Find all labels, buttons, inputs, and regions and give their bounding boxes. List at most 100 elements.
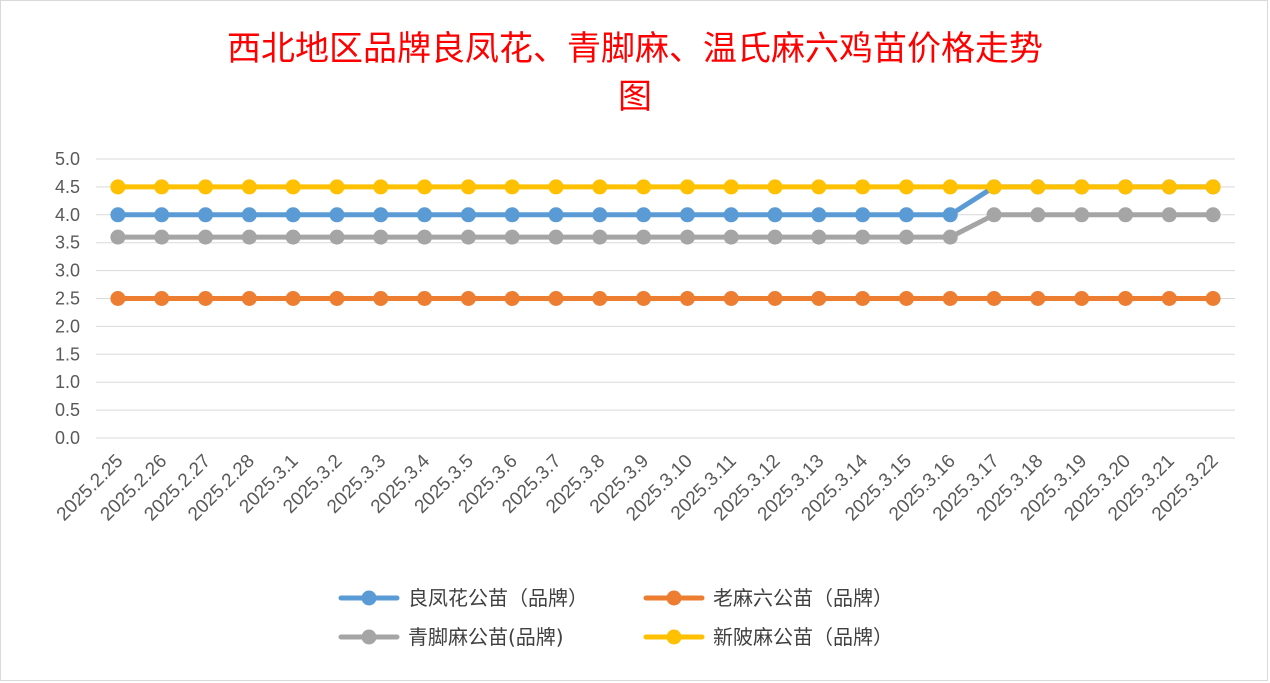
data-point xyxy=(767,179,783,195)
data-point xyxy=(1117,291,1133,306)
legend-item: 青脚麻公苗(品牌) xyxy=(338,625,564,649)
data-point xyxy=(636,291,652,306)
data-point xyxy=(1030,207,1046,223)
data-point xyxy=(417,229,433,245)
data-point xyxy=(723,229,739,245)
y-tick-label: 3.5 xyxy=(55,233,80,253)
data-point xyxy=(636,207,652,223)
legend-marker xyxy=(666,629,682,645)
legend-label: 青脚麻公苗(品牌) xyxy=(408,625,564,649)
y-tick-label: 0.0 xyxy=(55,428,80,448)
data-point xyxy=(723,207,739,223)
series-2 xyxy=(110,291,1221,306)
data-point xyxy=(592,229,608,245)
data-point xyxy=(460,207,476,223)
data-point xyxy=(592,179,608,195)
data-point xyxy=(154,207,170,223)
data-point xyxy=(679,229,695,245)
data-point xyxy=(198,179,214,195)
data-point xyxy=(942,229,958,245)
data-point xyxy=(110,207,126,223)
data-point xyxy=(1030,179,1046,195)
legend: 良凤花公苗（品牌） 老麻六公苗（品牌） 青脚麻公苗(品牌) 新陂麻公苗（品牌） xyxy=(338,586,893,649)
data-point xyxy=(285,179,301,195)
data-point xyxy=(855,229,871,245)
data-point xyxy=(986,207,1002,223)
chart-title-line-1: 西北地区品牌良凤花、青脚麻、温氏麻六鸡苗价格走势 xyxy=(227,29,1043,69)
chart-title-line-2: 图 xyxy=(618,77,652,117)
y-tick-label: 1.0 xyxy=(55,372,80,392)
y-axis: 0.0 0.5 1.0 1.5 2.0 2.5 3.0 3.5 4.0 4.5 5.0 xyxy=(55,149,80,448)
legend-label: 良凤花公苗（品牌） xyxy=(408,586,588,610)
data-point xyxy=(548,229,564,245)
data-point xyxy=(898,291,914,306)
data-point xyxy=(1205,291,1221,306)
data-point xyxy=(898,207,914,223)
data-point xyxy=(329,207,345,223)
data-point xyxy=(373,229,389,245)
data-point xyxy=(417,179,433,195)
data-point xyxy=(1074,291,1090,306)
data-point xyxy=(154,229,170,245)
data-point xyxy=(110,179,126,195)
data-point xyxy=(1161,207,1177,223)
data-point xyxy=(767,229,783,245)
data-point xyxy=(241,207,257,223)
data-point xyxy=(679,179,695,195)
data-point xyxy=(986,291,1002,306)
data-point xyxy=(285,207,301,223)
data-point xyxy=(592,291,608,306)
data-point xyxy=(504,207,520,223)
data-point xyxy=(241,291,257,306)
data-point xyxy=(548,291,564,306)
data-point xyxy=(1161,179,1177,195)
legend-label: 新陂麻公苗（品牌） xyxy=(713,625,893,649)
data-point xyxy=(154,179,170,195)
y-tick-label: 2.0 xyxy=(55,316,80,336)
chart-title: 西北地区品牌良凤花、青脚麻、温氏麻六鸡苗价格走势 图 xyxy=(227,29,1043,117)
series-line xyxy=(115,184,1216,218)
data-point xyxy=(329,229,345,245)
data-point xyxy=(811,207,827,223)
data-point xyxy=(110,229,126,245)
series-line xyxy=(115,212,1216,240)
data-point xyxy=(198,229,214,245)
data-point xyxy=(767,207,783,223)
data-point xyxy=(811,179,827,195)
x-axis: 2025.2.252025.2.262025.2.272025.2.282025… xyxy=(53,450,1223,525)
legend-item: 老麻六公苗（品牌） xyxy=(643,586,893,610)
data-point xyxy=(504,229,520,245)
data-point xyxy=(329,179,345,195)
data-point xyxy=(811,229,827,245)
data-point xyxy=(1117,179,1133,195)
y-tick-label: 0.5 xyxy=(55,400,80,420)
data-point xyxy=(241,179,257,195)
data-point xyxy=(855,291,871,306)
y-tick-label: 4.0 xyxy=(55,205,80,225)
data-point xyxy=(855,207,871,223)
data-point xyxy=(1117,207,1133,223)
data-point xyxy=(417,207,433,223)
data-point xyxy=(548,179,564,195)
data-point xyxy=(285,291,301,306)
data-point xyxy=(986,179,1002,195)
data-point xyxy=(460,291,476,306)
data-point xyxy=(285,229,301,245)
data-point xyxy=(898,229,914,245)
legend-marker xyxy=(361,590,377,606)
data-point xyxy=(942,207,958,223)
data-point xyxy=(373,179,389,195)
data-point xyxy=(723,291,739,306)
data-point xyxy=(636,229,652,245)
legend-label: 老麻六公苗（品牌） xyxy=(713,586,893,610)
series-3 xyxy=(110,207,1221,245)
data-point xyxy=(636,179,652,195)
data-point xyxy=(1074,179,1090,195)
y-tick-label: 4.5 xyxy=(55,177,80,197)
data-point xyxy=(1205,179,1221,195)
data-point xyxy=(942,179,958,195)
data-point xyxy=(460,179,476,195)
data-point xyxy=(373,291,389,306)
